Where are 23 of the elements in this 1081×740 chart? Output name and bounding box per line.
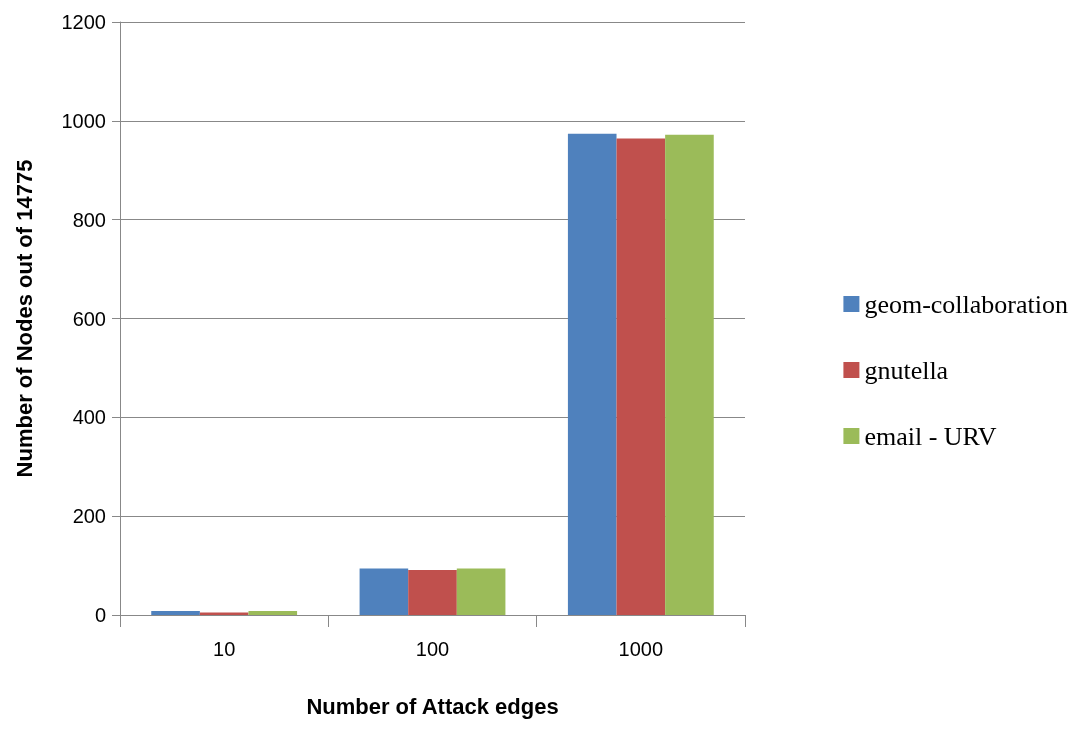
y-tick-label: 200 [72, 505, 106, 528]
bar [248, 611, 298, 615]
y-tick-label: 1200 [61, 11, 106, 33]
legend-label: email - URV [864, 421, 997, 451]
x-tick-label: 100 [415, 638, 450, 660]
x-tick-label: 10 [213, 638, 236, 660]
y-tick-label: 600 [72, 307, 106, 330]
bar [665, 134, 714, 615]
legend-label: gnutella [864, 355, 949, 385]
y-tick-label: 800 [72, 208, 106, 231]
bar [151, 611, 200, 615]
x-tick-label: 1000 [618, 638, 664, 660]
bar [359, 568, 409, 615]
x-axis-title: Number of Attack edges [306, 693, 559, 719]
y-tick-label: 1000 [61, 109, 106, 132]
bar [408, 570, 457, 615]
legend-label: geom-collaboration [864, 289, 1069, 319]
y-tick-label: 400 [72, 406, 106, 429]
bar [567, 133, 617, 615]
bar [616, 138, 666, 615]
y-tick-label: 0 [94, 604, 106, 626]
bar [456, 568, 506, 615]
y-axis-title: Number of Nodes out of 14775 [11, 159, 37, 478]
